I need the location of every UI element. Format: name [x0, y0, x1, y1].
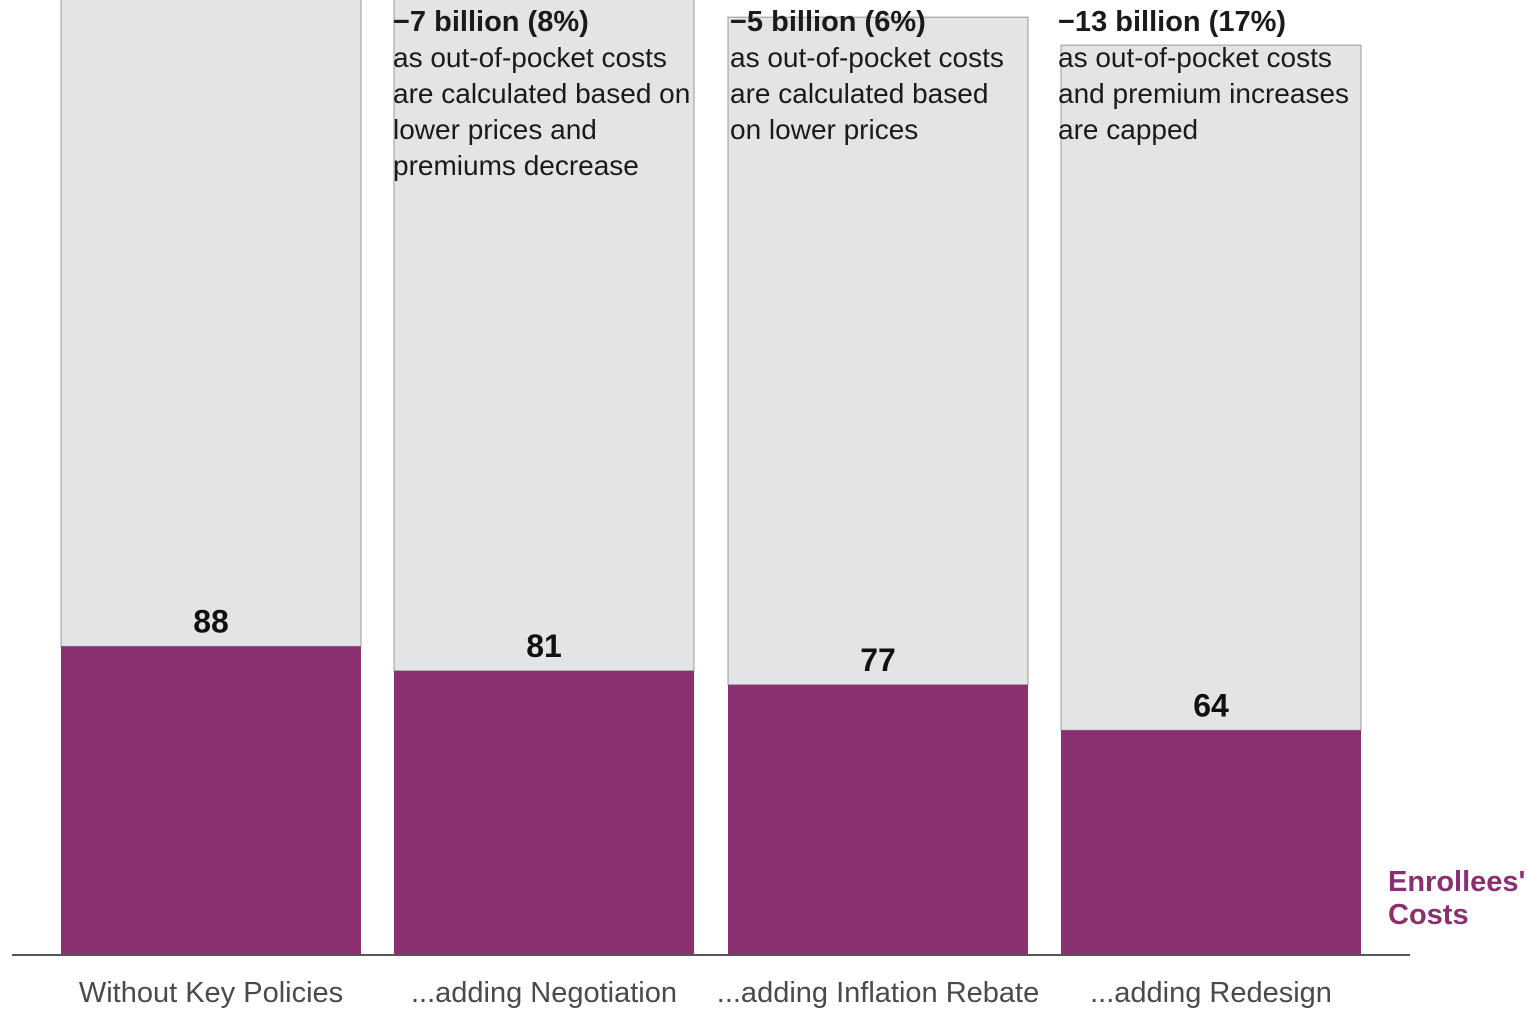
annotation-inflation-rebate: −5 billion (6%) as out-of-pocket costs a… — [730, 4, 1040, 148]
legend-line-1: Enrollees' — [1388, 866, 1526, 898]
bar-enrollees-costs-adding-redesign — [1061, 730, 1361, 954]
data-label-adding-inflation-rebate: 77 — [860, 642, 896, 678]
bar-enrollees-costs-without-key-policies — [61, 646, 361, 954]
legend-line-2: Costs — [1388, 899, 1469, 931]
legend-enrollees-costs: Enrollees' Costs — [1388, 866, 1525, 932]
x-tick-label-adding-negotiation: ...adding Negotiation — [411, 977, 677, 1009]
annotation-inflation-rebate-head: −5 billion (6%) — [730, 6, 926, 38]
bar-enrollees-costs-adding-negotiation — [394, 670, 694, 954]
annotation-redesign-text: as out-of-pocket costs and premium incre… — [1058, 42, 1350, 145]
x-tick-label-adding-redesign: ...adding Redesign — [1090, 977, 1332, 1009]
x-tick-group: Without Key Policies ...adding Negotiatio… — [79, 977, 1332, 1009]
bar-total-adding-inflation-rebate — [727, 16, 1029, 686]
annotation-negotiation-head: −7 billion (8%) — [393, 6, 589, 38]
data-label-without-key-policies: 88 — [193, 603, 229, 639]
annotation-negotiation-text: as out-of-pocket costs are calculated ba… — [393, 42, 691, 181]
bar-total-adding-redesign — [1060, 44, 1362, 731]
bar-group — [60, 0, 1362, 954]
data-label-adding-negotiation: 81 — [526, 628, 562, 664]
x-tick-label-without-key-policies: Without Key Policies — [79, 977, 343, 1009]
x-tick-label-adding-inflation-rebate: ...adding Inflation Rebate — [717, 977, 1039, 1009]
bar-total-without-key-policies — [60, 0, 362, 647]
data-label-adding-redesign: 64 — [1193, 687, 1229, 723]
data-label-group: 88 81 77 64 — [193, 603, 1229, 723]
bar-enrollees-costs-adding-inflation-rebate — [728, 684, 1028, 954]
bar-total-adding-negotiation — [393, 0, 695, 672]
annotation-redesign: −13 billion (17%) as out-of-pocket costs… — [1058, 4, 1368, 148]
annotation-redesign-head: −13 billion (17%) — [1058, 6, 1287, 38]
annotation-negotiation: −7 billion (8%) as out-of-pocket costs a… — [393, 4, 713, 184]
annotation-inflation-rebate-text: as out-of-pocket costs are calculated ba… — [730, 42, 1004, 145]
